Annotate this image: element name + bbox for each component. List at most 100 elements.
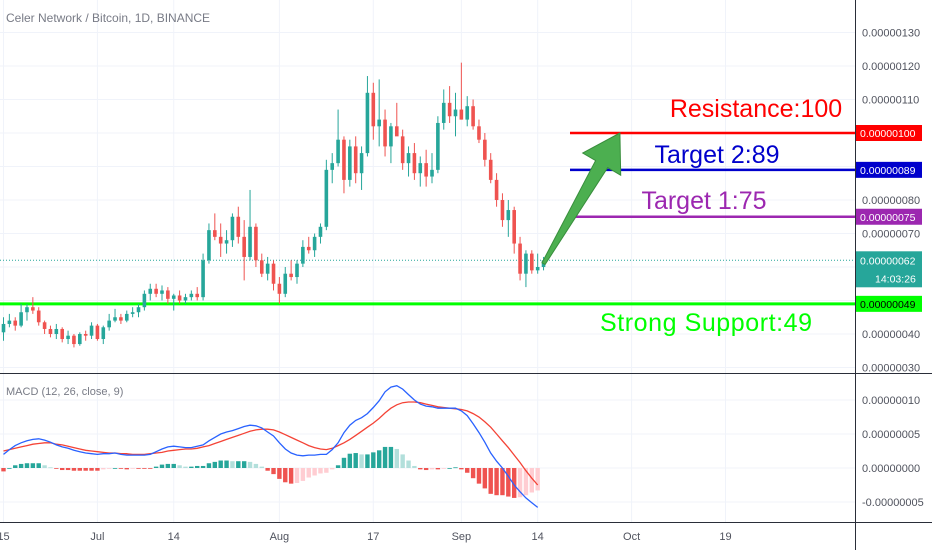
candle[interactable] (471, 99, 475, 130)
candle[interactable] (213, 213, 217, 241)
candle[interactable] (124, 310, 129, 323)
candle[interactable] (371, 82, 376, 140)
candle[interactable] (224, 230, 229, 254)
candle[interactable] (83, 330, 88, 341)
candle[interactable] (412, 143, 417, 180)
candle[interactable] (383, 109, 387, 157)
candle[interactable] (183, 293, 188, 304)
candle[interactable] (254, 223, 258, 267)
candle[interactable] (54, 323, 59, 340)
candle[interactable] (189, 290, 194, 301)
candle[interactable] (418, 156, 423, 187)
candle[interactable] (171, 293, 176, 311)
candle[interactable] (430, 153, 434, 184)
candle[interactable] (459, 62, 464, 120)
candle[interactable] (406, 146, 411, 177)
candle[interactable] (400, 129, 405, 170)
candle[interactable] (113, 308, 117, 323)
candle[interactable] (60, 327, 64, 343)
candle[interactable] (336, 109, 340, 167)
candle[interactable] (265, 256, 270, 281)
candle[interactable] (31, 297, 35, 314)
candle[interactable] (477, 119, 481, 144)
candle[interactable] (524, 250, 528, 288)
candle[interactable] (19, 303, 23, 328)
candle[interactable] (236, 206, 241, 244)
candle[interactable] (119, 313, 123, 324)
candle[interactable] (424, 149, 428, 187)
candle[interactable] (494, 173, 499, 207)
candle[interactable] (283, 267, 288, 298)
candle[interactable] (195, 287, 200, 301)
candle[interactable] (130, 307, 135, 318)
candle[interactable] (142, 290, 147, 311)
candle[interactable] (207, 223, 211, 264)
candle[interactable] (312, 233, 317, 257)
candle[interactable] (160, 285, 164, 301)
candle[interactable] (166, 287, 170, 304)
candle[interactable] (365, 76, 370, 157)
candle[interactable] (353, 136, 358, 184)
candle[interactable] (377, 79, 381, 147)
candle[interactable] (42, 320, 47, 334)
candle[interactable] (447, 86, 452, 123)
candle-body (224, 240, 229, 244)
candle[interactable] (72, 334, 76, 348)
candle[interactable] (483, 133, 487, 167)
candle[interactable] (107, 313, 111, 331)
candle[interactable] (295, 260, 299, 284)
candle[interactable] (506, 200, 511, 237)
candle[interactable] (535, 253, 540, 274)
candle[interactable] (25, 303, 29, 321)
candle[interactable] (359, 146, 364, 190)
candle[interactable] (306, 236, 311, 254)
candle[interactable] (242, 220, 246, 281)
macd-line[interactable] (3, 385, 539, 508)
candle[interactable] (277, 277, 282, 304)
candle[interactable] (301, 240, 305, 267)
candle[interactable] (342, 136, 346, 194)
candle[interactable] (289, 260, 293, 281)
candle[interactable] (436, 116, 440, 174)
candle[interactable] (324, 159, 329, 231)
candle[interactable] (465, 96, 470, 127)
candle[interactable] (348, 139, 352, 187)
candle[interactable] (177, 290, 182, 304)
candle[interactable] (518, 236, 522, 281)
candle[interactable] (441, 89, 446, 130)
candle[interactable] (389, 122, 393, 164)
candle[interactable] (36, 307, 41, 326)
candle[interactable] (512, 206, 516, 254)
candle[interactable] (78, 332, 82, 346)
candle[interactable] (154, 283, 158, 298)
macd-indicator[interactable] (1, 385, 540, 508)
candle[interactable] (394, 102, 399, 137)
candle[interactable] (248, 189, 252, 261)
candlesticks[interactable] (1, 62, 546, 348)
candle[interactable] (259, 253, 264, 278)
candle[interactable] (230, 213, 235, 247)
candle[interactable] (13, 317, 18, 331)
candle[interactable] (330, 153, 335, 184)
candle[interactable] (218, 223, 223, 257)
candle[interactable] (7, 313, 12, 328)
candle[interactable] (89, 322, 94, 340)
candle-body (383, 119, 387, 147)
candle[interactable] (271, 260, 276, 291)
candle[interactable] (500, 193, 505, 227)
candle[interactable] (48, 325, 53, 338)
candle[interactable] (488, 153, 493, 184)
candle[interactable] (95, 323, 100, 341)
candle[interactable] (101, 325, 106, 345)
candle[interactable] (1, 317, 6, 341)
candle[interactable] (148, 283, 153, 301)
candle[interactable] (66, 330, 70, 345)
macd-histogram-bar (77, 468, 83, 471)
candle[interactable] (530, 250, 534, 274)
candle[interactable] (136, 303, 141, 318)
price-tick-label: 0.00000070 (862, 229, 920, 241)
candle[interactable] (318, 223, 323, 244)
candle[interactable] (201, 253, 205, 301)
candle[interactable] (453, 92, 458, 137)
